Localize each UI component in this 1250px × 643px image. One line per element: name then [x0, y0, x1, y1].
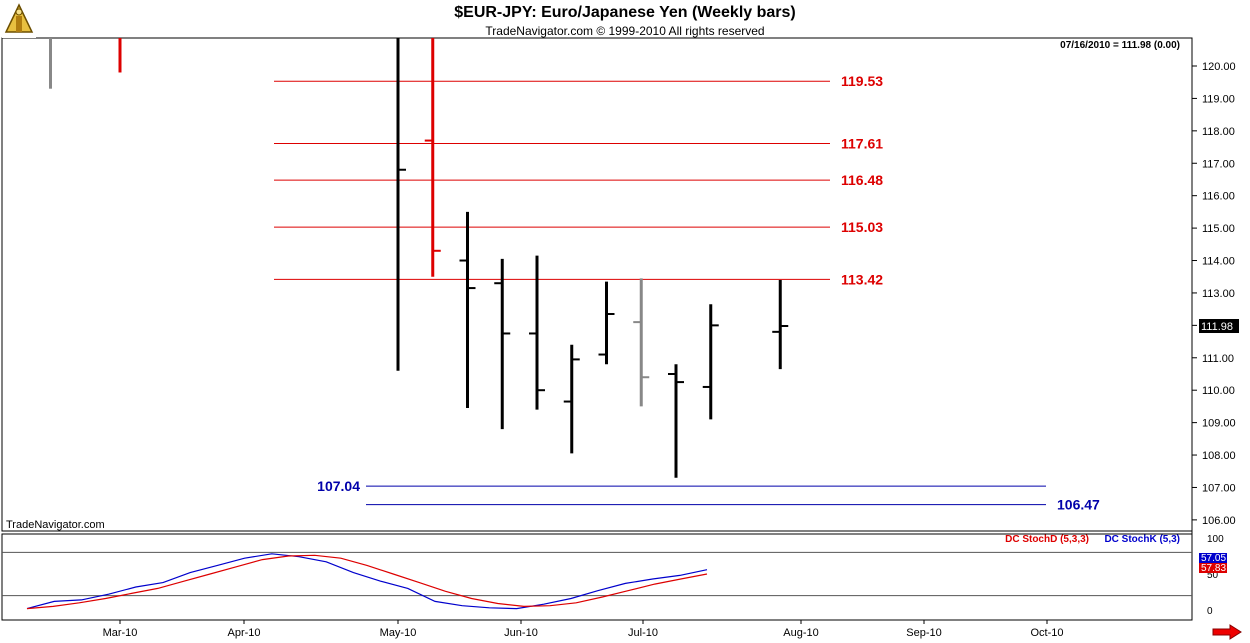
chart-title: $EUR-JPY: Euro/Japanese Yen (Weekly bars…	[454, 4, 796, 21]
stochD-value-label: 57.83	[1201, 563, 1226, 574]
stochastic-panel-border	[1, 533, 1193, 621]
last-bar-readout: 07/16/2010 = 111.98 (0.00)	[1060, 40, 1180, 51]
x-tick-label: Aug-10	[783, 627, 818, 639]
scroll-right-arrow-icon[interactable]	[1212, 624, 1242, 640]
stochastic-y-tick-label: 100	[1207, 534, 1224, 545]
stochastic-y-tick-label: 0	[1207, 606, 1213, 617]
legend-stochK: DC StochK (5,3)	[1104, 534, 1180, 545]
stochD-value-tag	[1199, 563, 1227, 573]
y-tick-label: 111.00	[1202, 353, 1234, 365]
y-tick-label: 108.00	[1202, 450, 1236, 462]
stochK-value-label: 57.05	[1201, 553, 1226, 564]
y-tick-label: 107.00	[1202, 482, 1236, 494]
x-tick-label: Sep-10	[906, 627, 941, 639]
level-lines: 119.53 117.61 116.48 115.03 113.42 107.04 106.…	[274, 73, 1100, 513]
stochastic-y-tick-label: 50	[1207, 570, 1219, 581]
tradenavigator-logo-icon	[2, 2, 36, 38]
y-tick-label: 118.00	[1202, 126, 1235, 138]
price-axis: 106.00107.00108.00109.00110.00111.00112.…	[6, 40, 1239, 531]
x-tick-label: Oct-10	[1030, 627, 1063, 639]
watermark: TradeNavigator.com	[6, 519, 105, 531]
y-tick-label: 120.00	[1202, 61, 1236, 73]
last-price-tag-label: 111.98	[1201, 321, 1233, 333]
price-bars	[49, 38, 789, 478]
x-tick-label: Jun-10	[504, 627, 538, 639]
resistance-label: 115.03	[841, 219, 883, 235]
y-tick-label: 113.00	[1202, 288, 1235, 300]
time-axis: Mar-10 Apr-10 May-10 Jun-10 Jul-10 Aug-10 Sep-…	[103, 620, 1064, 639]
stochastic-panel: 0 50 100 DC StochD (5,3,3) DC StochK (5,3) 57…	[1, 533, 1227, 621]
stochK-value-tag	[1199, 553, 1227, 563]
price-panel	[1, 37, 1193, 620]
y-tick-label: 109.00	[1202, 418, 1236, 430]
chart-subtitle: TradeNavigator.com © 1999-2010 All right…	[485, 24, 765, 38]
resistance-label: 113.42	[841, 271, 883, 287]
legend-stochD: DC StochD (5,3,3)	[1005, 534, 1089, 545]
last-price-tag	[1199, 319, 1239, 334]
y-tick-label: 115.00	[1202, 223, 1235, 235]
price-panel-border	[1, 37, 1193, 532]
x-tick-label: Apr-10	[227, 627, 260, 639]
resistance-label: 117.61	[841, 135, 883, 151]
y-tick-label: 110.00	[1202, 385, 1235, 397]
x-tick-label: Mar-10	[103, 627, 138, 639]
y-tick-label: 106.00	[1202, 515, 1236, 527]
y-tick-label: 116.00	[1202, 191, 1235, 203]
resistance-label: 119.53	[841, 73, 883, 89]
resistance-label: 116.48	[841, 172, 883, 188]
y-tick-label: 114.00	[1202, 256, 1235, 268]
y-tick-label: 119.00	[1202, 93, 1235, 105]
stochK-line	[26, 553, 708, 610]
y-tick-label: 117.00	[1202, 158, 1235, 170]
support-label: 106.47	[1057, 497, 1100, 513]
support-label: 107.04	[317, 478, 360, 494]
stochD-line	[26, 554, 708, 610]
x-tick-label: May-10	[380, 627, 417, 639]
x-tick-label: Jul-10	[628, 627, 658, 639]
